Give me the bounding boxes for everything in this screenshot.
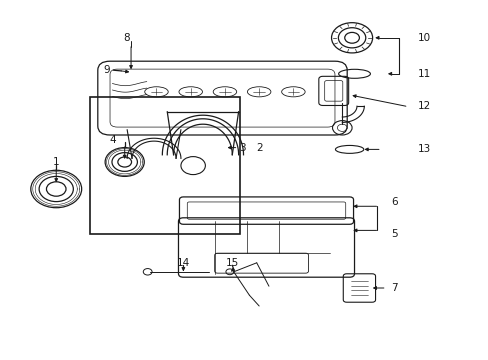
Text: 6: 6	[390, 197, 397, 207]
Bar	[90, 97, 239, 234]
Text: 15: 15	[225, 258, 239, 268]
Text: 1: 1	[53, 157, 60, 167]
Text: 11: 11	[417, 69, 430, 79]
Text: 4: 4	[109, 135, 116, 145]
Text: 8: 8	[122, 33, 129, 43]
Text: 9: 9	[103, 65, 110, 75]
Text: 2: 2	[255, 143, 262, 153]
Text: 7: 7	[390, 283, 397, 293]
Text: 3: 3	[238, 143, 245, 153]
Text: 10: 10	[417, 33, 430, 43]
Text: 14: 14	[176, 258, 190, 268]
Text: 12: 12	[417, 101, 430, 111]
Text: 13: 13	[417, 144, 430, 154]
Text: 5: 5	[390, 229, 397, 239]
